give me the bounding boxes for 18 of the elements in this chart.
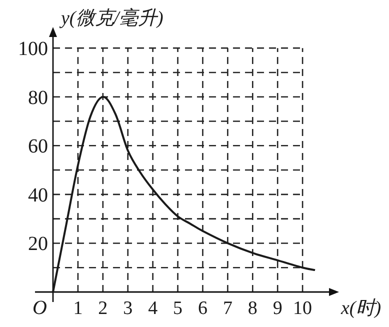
x-tick-label: 8: [248, 298, 258, 319]
text: O: [32, 297, 47, 319]
x-tick-label: 5: [173, 298, 183, 319]
x-tick-label: 4: [148, 298, 158, 319]
y-tick-label: 100: [18, 38, 48, 60]
y-tick-label: 20: [28, 233, 48, 256]
x-tick-label: 7: [222, 298, 232, 319]
x-tick-label: 9: [272, 298, 282, 319]
x-tick-label: 6: [198, 298, 208, 319]
x-tick-label: 1: [73, 298, 83, 319]
x-tick-label: 3: [123, 298, 133, 319]
x-tick-label: 10: [293, 298, 312, 319]
y-tick-label: 60: [28, 136, 48, 158]
y-axis-title: y(微克/毫升): [59, 7, 164, 29]
x-tick-label: 2: [98, 298, 108, 319]
y-tick-label: 80: [28, 86, 48, 109]
x-axis-title: x(时): [340, 298, 382, 319]
y-tick-label: 40: [28, 184, 48, 206]
